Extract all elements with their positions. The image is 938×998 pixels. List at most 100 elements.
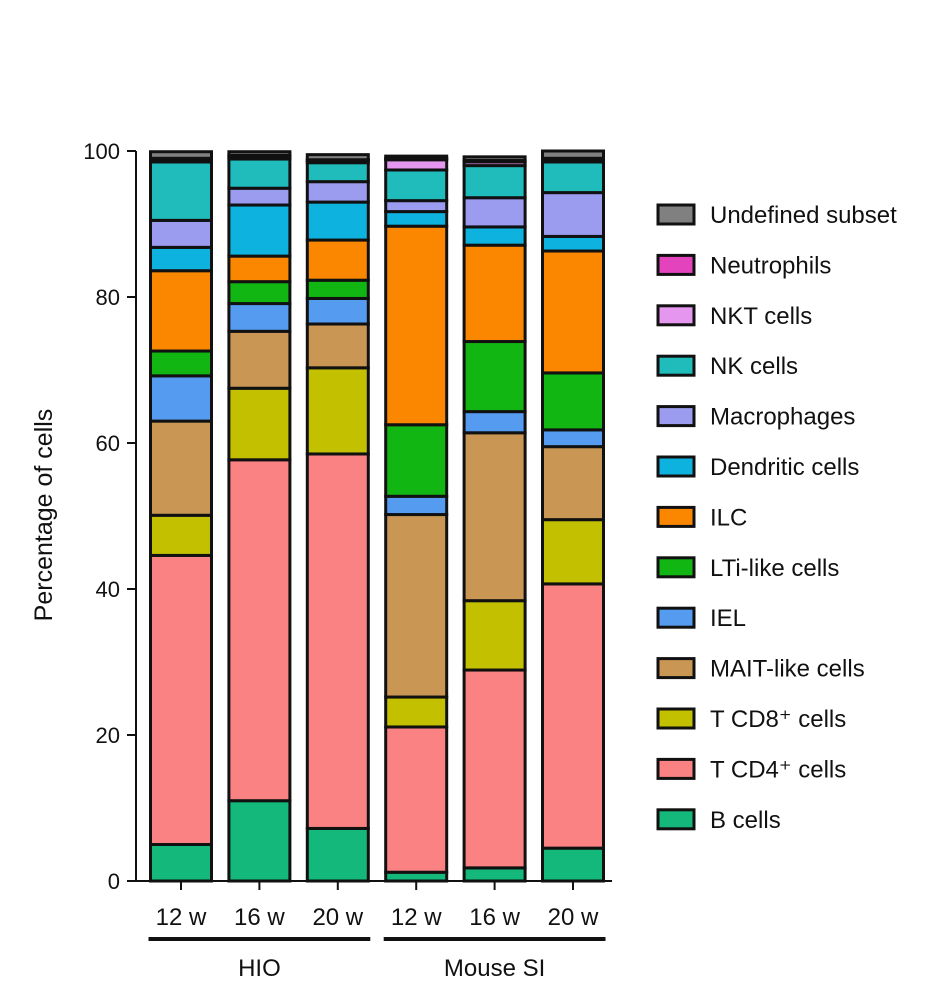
bar-segment-macrophages [227, 186, 292, 207]
bar-segment-undefined-subset [462, 155, 527, 162]
legend-item-macrophages: Macrophages [656, 404, 855, 431]
y-tick-label: 80 [96, 285, 120, 310]
legend-label: T CD8⁺ cells [710, 706, 846, 733]
legend-item-dendritic-cells: Dendritic cells [656, 454, 859, 481]
legend-item-mait-like-cells: MAIT-like cells [656, 656, 865, 683]
x-tick-label: 16 w [234, 904, 285, 931]
legend-label: MAIT-like cells [710, 656, 865, 683]
bar-stack [149, 150, 213, 883]
y-axis-title: Percentage of cells [30, 409, 58, 622]
x-tick-label: 20 w [548, 904, 599, 931]
legend-swatch [656, 455, 696, 478]
group-label: HIO [238, 955, 281, 982]
bar-segment-mait-like-cells [462, 431, 527, 603]
bar-segment-iel [541, 428, 605, 449]
bar-segment-dendritic-cells [384, 210, 449, 228]
bar-segment-nk-cells [462, 164, 527, 200]
legend-item-ilc: ILC [656, 504, 747, 531]
bar-segment-dendritic-cells [227, 203, 292, 258]
bar-segment-macrophages [149, 218, 213, 249]
y-tick-label: 60 [96, 431, 120, 456]
bar-segment-iel [149, 374, 213, 423]
bar-stack [305, 153, 370, 883]
bar-stack [541, 149, 605, 883]
bar-segment-t-cd8-cells [305, 366, 370, 456]
legend: Undefined subset Neutrophils NKT cells NK c… [656, 202, 897, 834]
legend-label: LTi-like cells [710, 555, 839, 582]
legend-swatch [656, 606, 696, 629]
y-tick-label: 100 [83, 139, 120, 164]
bar-segment-b-cells [305, 826, 370, 883]
bar-segment-b-cells [149, 843, 213, 883]
legend-item-nk-cells: NK cells [656, 353, 798, 380]
bar-segment-lti-like-cells [227, 280, 292, 306]
bar-segment-mait-like-cells [305, 322, 370, 370]
bar-segment-dendritic-cells [149, 245, 213, 273]
x-axis: 12 w 16 w 20 w 12 w 16 w 20 w HIO Mouse SI [148, 881, 606, 982]
bar-segment-lti-like-cells [384, 423, 449, 498]
legend-swatch [656, 405, 696, 428]
bar-segment-t-cd4-cells [384, 725, 449, 874]
x-tick-label: 16 w [469, 904, 520, 931]
legend-swatch [656, 757, 696, 780]
legend-swatch [656, 354, 696, 377]
legend-label: ILC [710, 504, 747, 531]
legend-item-t-cd4-cells: T CD4⁺ cells [656, 756, 846, 783]
bar-stack [227, 150, 292, 883]
bar-segment-lti-like-cells [305, 278, 370, 300]
bar-segment-t-cd4-cells [149, 553, 213, 846]
bar-segment-t-cd4-cells [305, 452, 370, 830]
bar-segment-nk-cells [227, 157, 292, 190]
bar-segment-dendritic-cells [462, 225, 527, 247]
bar-segment-nk-cells [384, 168, 449, 203]
bar-stack [384, 154, 449, 883]
bar-segment-mait-like-cells [541, 445, 605, 522]
legend-item-t-cd8-cells: T CD8⁺ cells [656, 706, 846, 733]
bar-segment-t-cd8-cells [227, 386, 292, 462]
bar-segment-ilc [384, 224, 449, 427]
bars [149, 149, 605, 883]
y-tick-label: 20 [96, 723, 120, 748]
bar-segment-t-cd4-cells [541, 582, 605, 850]
bar-segment-iel [384, 494, 449, 517]
legend-label: Dendritic cells [710, 454, 859, 481]
bar-segment-nk-cells [541, 160, 605, 195]
legend-item-nkt-cells: NKT cells [656, 303, 812, 330]
legend-item-lti-like-cells: LTi-like cells [656, 555, 839, 582]
legend-swatch [656, 657, 696, 680]
legend-swatch [656, 707, 696, 730]
bar-stack [462, 155, 527, 883]
y-tick-label: 40 [96, 577, 120, 602]
group-label: Mouse SI [444, 955, 545, 982]
bar-segment-macrophages [384, 199, 449, 214]
y-tick-label: 0 [108, 869, 120, 894]
legend-swatch [656, 556, 696, 579]
bar-segment-macrophages [305, 180, 370, 204]
bar-segment-t-cd8-cells [384, 695, 449, 729]
bar-segment-t-cd4-cells [462, 668, 527, 870]
bar-segment-mait-like-cells [227, 329, 292, 390]
legend-label: Undefined subset [710, 202, 897, 229]
x-tick-label: 12 w [156, 904, 207, 931]
axes: 0 20 40 60 80 100 [83, 139, 612, 894]
bar-segment-dendritic-cells [305, 200, 370, 242]
bar-segment-lti-like-cells [149, 349, 213, 378]
bar-segment-undefined-subset [384, 154, 449, 160]
bar-segment-iel [462, 410, 527, 435]
legend-label: T CD4⁺ cells [710, 756, 846, 783]
legend-label: Neutrophils [710, 252, 831, 279]
bar-segment-iel [305, 296, 370, 326]
legend-item-neutrophils: Neutrophils [656, 252, 831, 279]
legend-swatch [656, 808, 696, 831]
bar-segment-ilc [541, 249, 605, 375]
bar-segment-lti-like-cells [541, 371, 605, 432]
bar-segment-ilc [305, 238, 370, 282]
bar-segment-undefined-subset [227, 150, 292, 157]
bar-segment-undefined-subset [541, 149, 605, 160]
bar-segment-nk-cells [305, 161, 370, 184]
legend-swatch [656, 304, 696, 327]
bar-segment-t-cd8-cells [541, 518, 605, 586]
bar-segment-ilc [227, 254, 292, 284]
bar-segment-mait-like-cells [384, 513, 449, 699]
bar-segment-nk-cells [149, 160, 213, 222]
